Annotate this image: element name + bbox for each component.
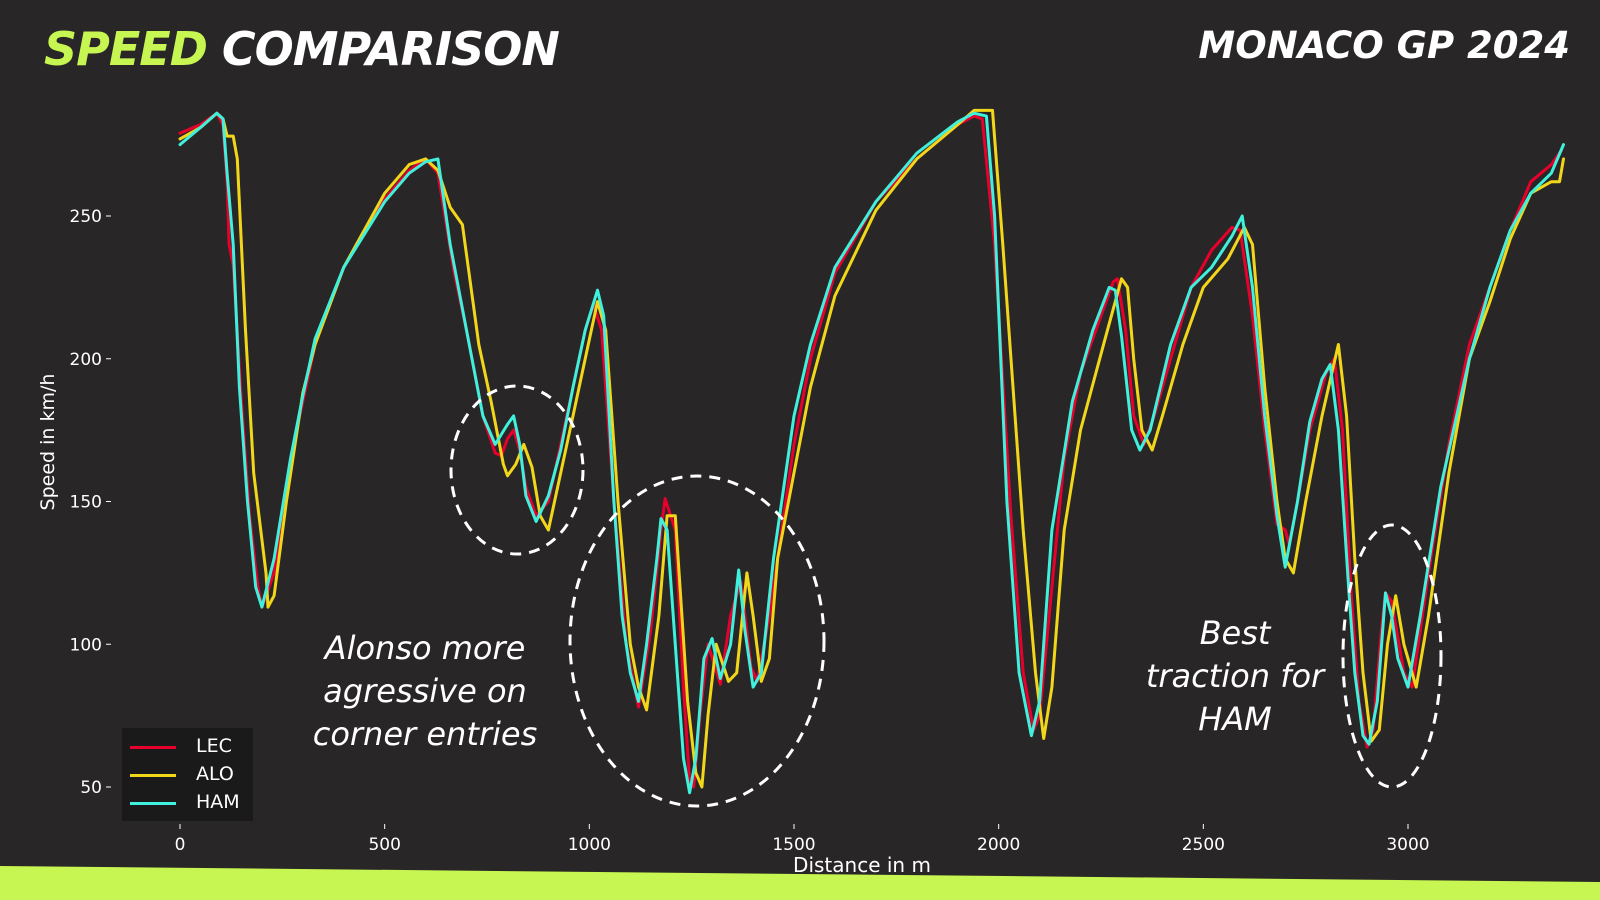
legend-item-lec: LEC — [130, 735, 250, 759]
annotation-line: corner entries — [312, 715, 538, 753]
highlight-circle-2 — [568, 474, 826, 808]
series-line-ham — [178, 111, 1565, 795]
legend-label: LEC — [196, 735, 232, 757]
annotation-line: HAM — [1198, 700, 1272, 738]
highlight-circles — [449, 384, 1443, 808]
y-tick-label: 50 — [80, 778, 102, 798]
legend-item-alo: ALO — [130, 763, 250, 787]
legend: LEC ALO HAM — [122, 728, 253, 821]
annotation-alonso: Alonso more agressive on corner entries — [300, 627, 550, 756]
y-tick-label: 200 — [70, 350, 102, 370]
legend-swatch — [130, 774, 176, 777]
legend-label: ALO — [196, 763, 234, 785]
x-tick-label: 2500 — [1182, 835, 1225, 855]
highlight-circle-3 — [1341, 523, 1443, 789]
y-axis: 50 100 150 200 250 — [70, 207, 111, 798]
legend-swatch — [130, 802, 176, 805]
highlight-circle-1 — [449, 384, 585, 556]
event-title: MONACO GP 2024 — [1198, 24, 1570, 67]
y-tick-label: 100 — [70, 635, 102, 655]
page-title: SPEED COMPARISON — [44, 22, 560, 76]
annotation-line: Best — [1199, 614, 1271, 652]
series-line-alo — [178, 108, 1565, 789]
x-tick-label: 0 — [175, 835, 186, 855]
title-rest: COMPARISON — [221, 22, 560, 76]
y-tick-label: 150 — [70, 493, 102, 513]
y-axis-label: Speed in km/h — [37, 374, 59, 511]
x-tick-label: 1000 — [568, 835, 611, 855]
x-tick-label: 500 — [368, 835, 400, 855]
legend-swatch — [130, 746, 176, 749]
x-tick-label: 3000 — [1386, 835, 1429, 855]
legend-item-ham: HAM — [130, 791, 250, 815]
x-axis-label: Distance in m — [793, 853, 931, 877]
legend-label: HAM — [196, 791, 240, 813]
x-axis: 0 500 1000 1500 2000 2500 3000 — [175, 824, 1430, 855]
series-group — [178, 108, 1565, 795]
annotation-line: Alonso more — [324, 629, 526, 667]
y-tick-label: 250 — [70, 207, 102, 227]
x-tick-label: 1500 — [772, 835, 815, 855]
annotation-line: agressive on — [323, 672, 527, 710]
title-accent: SPEED — [44, 22, 208, 76]
annotation-line: traction for — [1145, 657, 1325, 695]
footer-accent-band — [0, 866, 1600, 900]
annotation-ham: Best traction for HAM — [1130, 612, 1340, 741]
x-tick-label: 2000 — [977, 835, 1020, 855]
